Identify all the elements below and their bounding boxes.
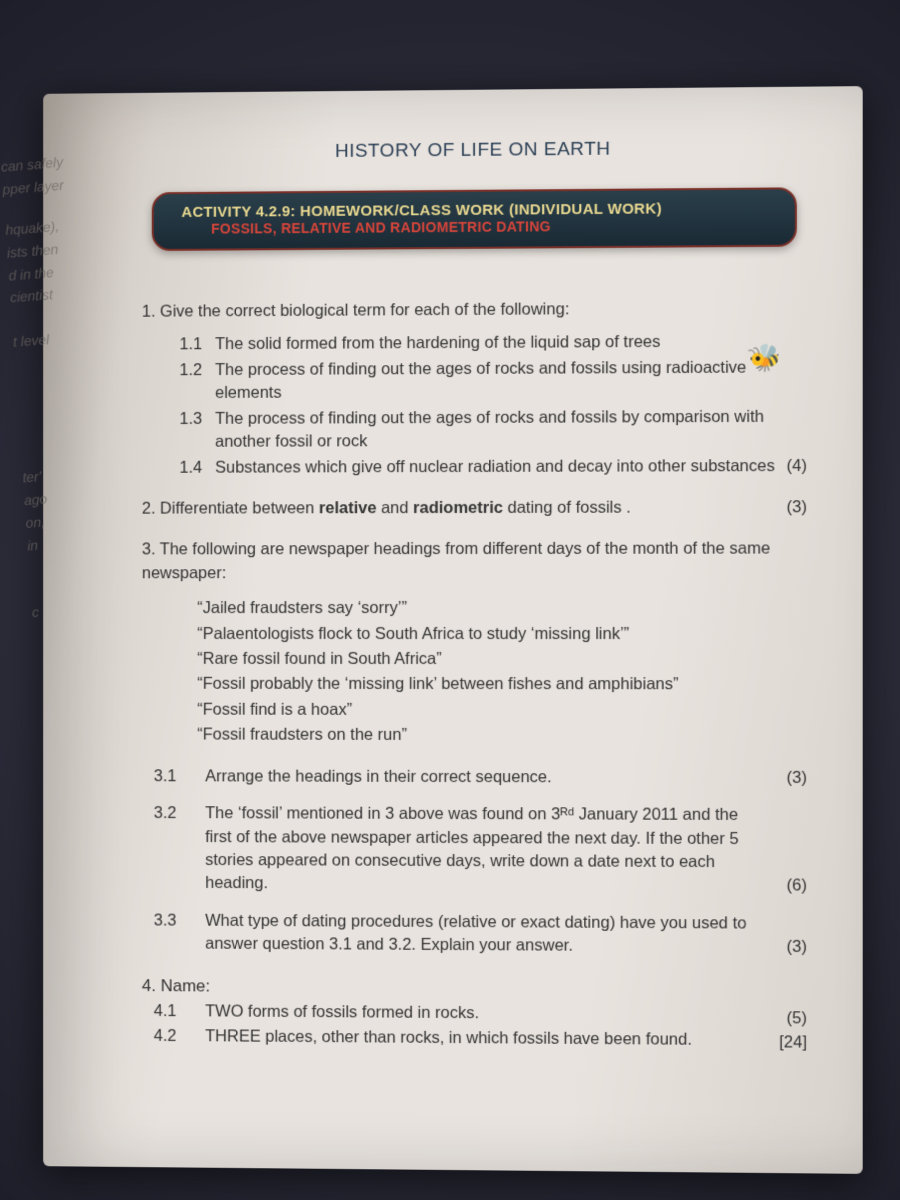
q1-2: 1.2The process of finding out the ages o… [142,356,807,406]
q1-marks: (4) [787,454,807,478]
q3-2-marks: (6) [787,875,807,899]
q3-headlines: “Jailed fraudsters say ‘sorry’” “Palaent… [142,597,807,748]
q3-3: 3.3 What type of dating procedures (rela… [142,909,807,959]
q2-marks: (3) [787,496,807,520]
question-1: 1. Give the correct biological term for … [142,297,807,480]
page-title: HISTORY OF LIFE ON EARTH [142,137,807,165]
worksheet-content: 1. Give the correct biological term for … [142,297,807,1053]
q3-3-marks: (3) [787,936,807,960]
q1-intro: 1. Give the correct biological term for … [142,297,807,324]
q1-3: 1.3The process of finding out the ages o… [142,405,807,454]
activity-banner: ACTIVITY 4.2.9: HOMEWORK/CLASS WORK (IND… [152,187,797,251]
question-3: 3. The following are newspaper headings … [142,538,807,960]
activity-subtitle: FOSSILS, RELATIVE AND RADIOMETRIC DATING [211,217,766,237]
textbook-page: can safely pper layer hquake), ists then… [43,86,863,1174]
q4-marks: (5) [787,1007,807,1031]
question-2: 2. Differentiate between relative and ra… [142,496,807,521]
q4-2: 4.2 THREE places, other than rocks, in w… [142,1025,807,1053]
q4-head: 4. Name: [142,974,807,1002]
q3-intro: 3. The following are newspaper headings … [142,538,807,586]
q3-1-marks: (3) [787,767,807,791]
q3-2: 3.2 The ‘fossil’ mentioned in 3 above wa… [142,802,807,898]
total-marks: [24] [779,1032,807,1056]
q1-4: 1.4Substances which give off nuclear rad… [142,454,807,479]
question-4: 4. Name: 4.1 TWO forms of fossils formed… [142,974,807,1053]
q4-1: 4.1 TWO forms of fossils formed in rocks… [142,1000,807,1028]
q3-1: 3.1 Arrange the headings in their correc… [142,765,807,790]
q1-1: 1.1The solid formed from the hardening o… [142,331,807,358]
